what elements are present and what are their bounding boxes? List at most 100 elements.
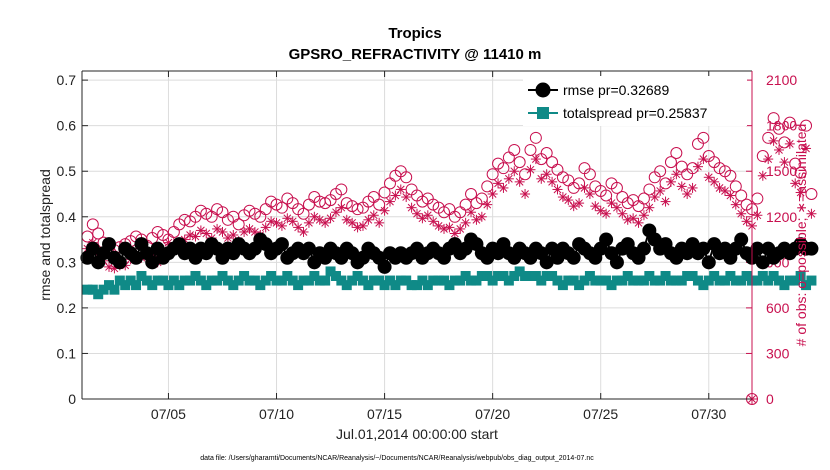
possible-point [497,162,510,175]
totalspread-point [628,275,639,286]
assimilated-point [503,173,514,184]
assimilated-point [422,210,433,221]
x-tick-label: 07/20 [475,406,510,422]
assimilated-point [476,211,487,222]
rmse-point [734,232,749,247]
totalspread-point [195,275,206,286]
totalspread-point [260,275,271,286]
possible-point [767,112,780,125]
assimilated-point [692,161,703,172]
totalspread-point [552,275,563,286]
possible-point [513,156,526,169]
totalspread-point [336,275,347,286]
totalspread-point [703,275,714,286]
possible-point [486,168,499,181]
totalspread-point [541,271,552,281]
totalspread-point [449,275,460,286]
x-tick-label: 07/30 [691,406,726,422]
assimilated-point [638,210,649,221]
totalspread-point [557,280,568,291]
possible-point [805,188,818,200]
totalspread-point [287,275,298,286]
totalspread-point [174,280,185,291]
rmse-point [377,259,392,274]
assimilated-point [201,228,212,239]
totalspread-point [633,275,644,286]
legend-rmse-label: rmse pr=0.32689 [563,82,669,98]
possible-point [729,180,742,193]
totalspread-point [638,275,649,286]
assimilated-point [703,172,714,183]
assimilated-point [741,216,752,227]
possible-point [751,192,764,205]
possible-point [335,183,348,196]
totalspread-point [406,280,417,291]
y-tick-label: 0.7 [57,72,77,88]
assimilated-point [714,182,725,193]
y-tick-label: 0.5 [57,163,77,179]
totalspread-point [201,280,212,291]
rmse-point [750,241,765,256]
totalspread-point [255,280,266,291]
possible-point [654,165,667,178]
totalspread-point [736,275,747,286]
assimilated-point [536,173,547,184]
possible-point [756,150,769,163]
totalspread-point [487,275,498,286]
assimilated-point [801,143,812,154]
totalspread-point [395,275,406,286]
assimilated-point [552,184,563,195]
totalspread-point [498,271,509,281]
legend-box [523,76,747,126]
totalspread-point [536,275,547,286]
totalspread-point [352,271,363,281]
assimilated-point [460,217,471,228]
assimilated-point [768,135,779,146]
assimilated-point [547,176,558,187]
assimilated-point [730,199,741,210]
legend-totalspread-label: totalspread pr=0.25837 [563,105,708,121]
possible-point [86,218,99,231]
possible-point [800,119,813,132]
totalspread-point [104,280,115,291]
assimilated-point [217,226,228,237]
assimilated-point [185,230,196,240]
assimilated-point [336,202,347,213]
totalspread-point [266,271,277,281]
rmse-point [112,255,127,270]
totalspread-point [719,275,730,286]
totalspread-point [303,275,314,286]
assimilated-point [379,205,390,216]
totalspread-point [309,271,320,281]
totalspread-point [325,266,336,277]
totalspread-point [168,275,179,286]
assimilated-point [525,164,536,175]
totalspread-point [601,275,612,286]
assimilated-point [665,176,676,187]
y-axis-label: rmse and totalspread [37,169,53,301]
totalspread-point [525,271,536,281]
possible-point [724,169,737,182]
assimilated-point [471,214,482,225]
assimilated-point [276,220,287,231]
possible-point [637,192,650,205]
assimilated-point [601,208,612,219]
possible-point [794,166,807,179]
totalspread-point [763,275,774,286]
assimilated-point [439,223,450,234]
totalspread-point [714,275,725,286]
totalspread-point [163,280,174,291]
data-file-footer: data file: /Users/gharamti/Documents/NCA… [200,455,594,462]
possible-point [762,131,775,144]
assimilated-point [282,213,293,224]
assimilated-point [606,198,617,209]
assimilated-point [774,144,785,155]
assimilated-point [595,205,606,216]
totalspread-point [590,275,601,286]
totalspread-point [428,275,439,286]
totalspread-point [574,280,585,291]
possible-point [178,213,191,226]
y-right-tick-label: 0 [766,391,774,407]
y-right-tick-labels: 03006009001200150018002100 [766,72,797,407]
